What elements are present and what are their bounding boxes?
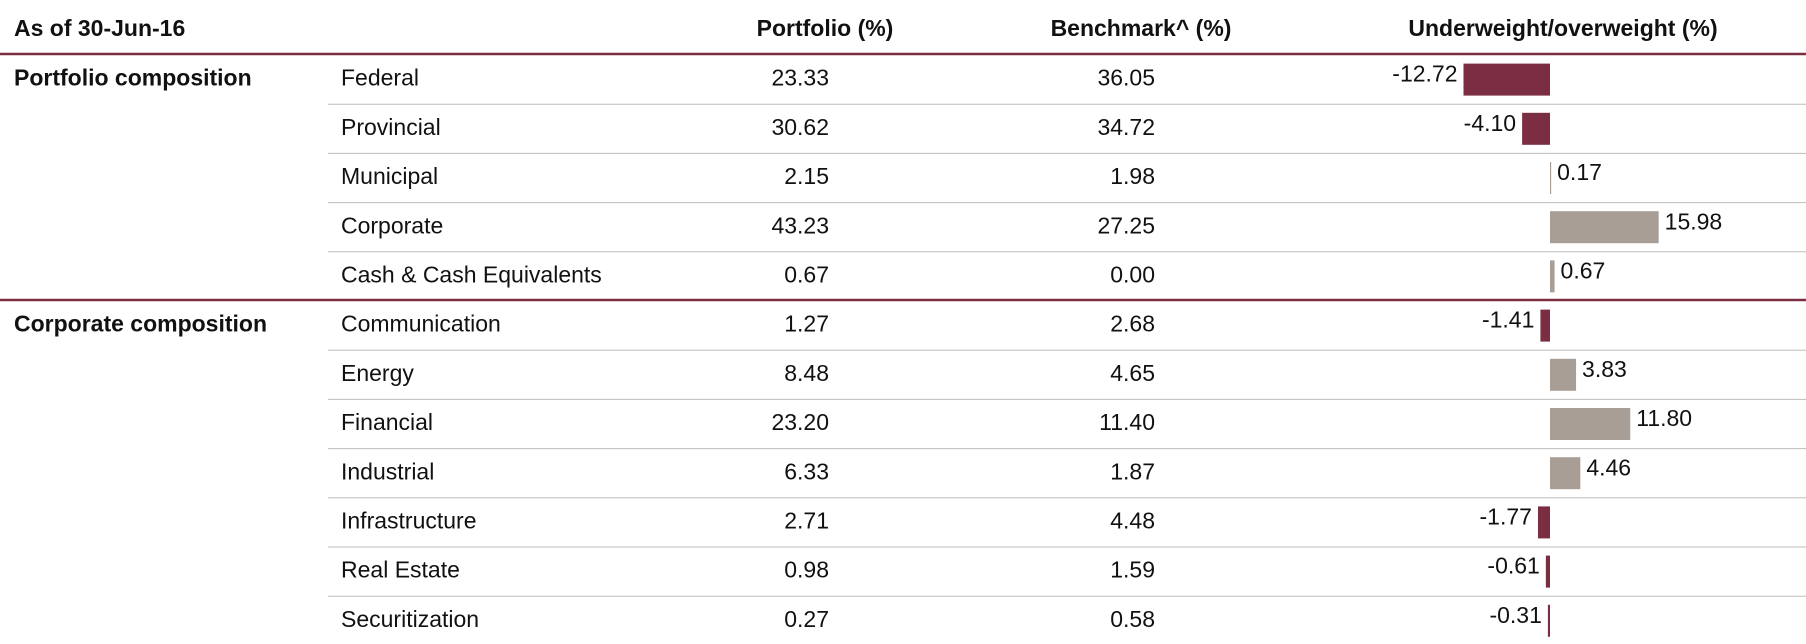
benchmark-value: 1.59 bbox=[1110, 557, 1155, 583]
row-label: Energy bbox=[341, 360, 414, 386]
weight-label: 3.83 bbox=[1582, 356, 1627, 382]
weight-label: -4.10 bbox=[1464, 110, 1516, 136]
weight-label: 0.67 bbox=[1561, 257, 1606, 283]
weight-bar bbox=[1463, 63, 1550, 96]
portfolio-value: 1.27 bbox=[784, 311, 829, 337]
portfolio-value: 23.20 bbox=[771, 409, 829, 435]
weight-label: 11.80 bbox=[1636, 405, 1692, 431]
benchmark-value: 0.58 bbox=[1110, 606, 1155, 632]
benchmark-value: 1.98 bbox=[1110, 163, 1155, 189]
weight-bar bbox=[1545, 555, 1550, 588]
portfolio-value: 30.62 bbox=[771, 114, 829, 140]
portfolio-value: 0.98 bbox=[784, 557, 829, 583]
weight-label: 15.98 bbox=[1665, 208, 1723, 234]
weight-label: -0.31 bbox=[1489, 602, 1541, 628]
portfolio-value: 0.27 bbox=[784, 606, 829, 632]
row-label: Provincial bbox=[341, 114, 441, 140]
weight-bar bbox=[1547, 604, 1550, 637]
row-label: Federal bbox=[341, 65, 419, 91]
weight-bar bbox=[1537, 506, 1550, 539]
column-header: Portfolio (%) bbox=[757, 15, 894, 41]
row-label: Financial bbox=[341, 409, 433, 435]
portfolio-value: 8.48 bbox=[784, 360, 829, 386]
row-label: Cash & Cash Equivalents bbox=[341, 261, 602, 287]
benchmark-value: 34.72 bbox=[1097, 114, 1155, 140]
column-header: Benchmark^ (%) bbox=[1051, 15, 1232, 41]
benchmark-value: 27.25 bbox=[1097, 212, 1155, 238]
row-label: Corporate bbox=[341, 212, 443, 238]
weight-bar bbox=[1550, 457, 1581, 490]
portfolio-value: 6.33 bbox=[784, 458, 829, 484]
weight-label: -1.41 bbox=[1482, 307, 1534, 333]
row-label: Industrial bbox=[341, 458, 434, 484]
as-of-header: As of 30-Jun-16 bbox=[14, 15, 185, 41]
weight-bar bbox=[1550, 211, 1659, 244]
benchmark-value: 2.68 bbox=[1110, 311, 1155, 337]
benchmark-value: 4.65 bbox=[1110, 360, 1155, 386]
row-label: Infrastructure bbox=[341, 507, 477, 533]
weight-bar bbox=[1550, 162, 1552, 194]
weight-bar bbox=[1550, 358, 1577, 391]
group-label: Corporate composition bbox=[14, 311, 267, 337]
benchmark-value: 36.05 bbox=[1097, 65, 1155, 91]
weight-label: -0.61 bbox=[1487, 553, 1539, 579]
weight-label: 4.46 bbox=[1586, 454, 1631, 480]
weight-label: -12.72 bbox=[1392, 61, 1457, 87]
group-label: Portfolio composition bbox=[14, 65, 252, 91]
row-label: Securitization bbox=[341, 606, 479, 632]
portfolio-value: 43.23 bbox=[771, 212, 829, 238]
row-label: Real Estate bbox=[341, 557, 460, 583]
row-label: Municipal bbox=[341, 163, 438, 189]
weight-label: 0.17 bbox=[1557, 159, 1602, 185]
column-header: Underweight/overweight (%) bbox=[1408, 15, 1717, 41]
weight-bar bbox=[1522, 112, 1550, 145]
benchmark-value: 11.40 bbox=[1099, 409, 1155, 435]
weight-bar bbox=[1550, 408, 1631, 440]
benchmark-value: 1.87 bbox=[1110, 458, 1155, 484]
portfolio-value: 2.71 bbox=[784, 507, 829, 533]
weight-bar bbox=[1550, 260, 1555, 293]
weight-label: -1.77 bbox=[1480, 503, 1532, 529]
benchmark-value: 4.48 bbox=[1110, 507, 1155, 533]
portfolio-value: 0.67 bbox=[784, 261, 829, 287]
portfolio-value: 23.33 bbox=[771, 65, 829, 91]
weight-bar bbox=[1540, 309, 1550, 342]
row-label: Communication bbox=[341, 311, 501, 337]
portfolio-value: 2.15 bbox=[784, 163, 829, 189]
benchmark-value: 0.00 bbox=[1110, 261, 1155, 287]
